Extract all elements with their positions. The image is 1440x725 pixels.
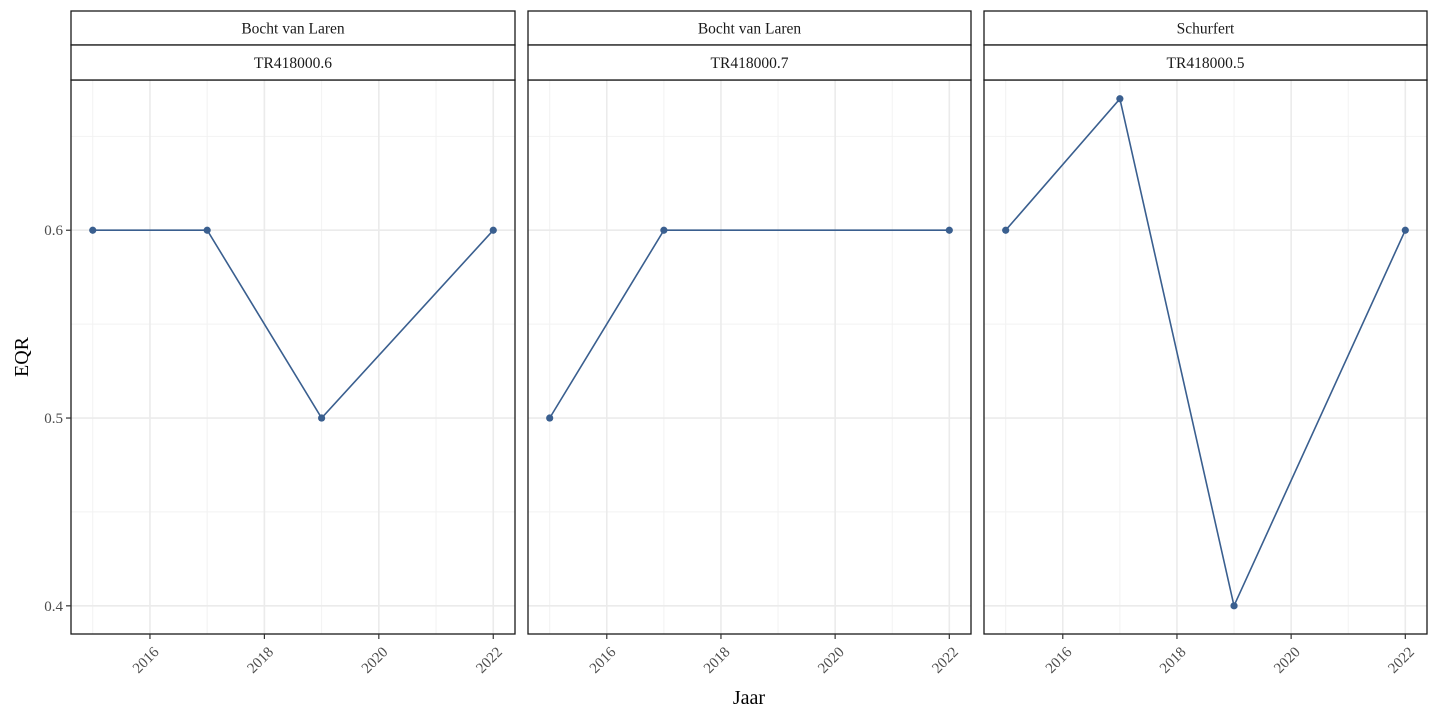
data-point [1116,95,1124,103]
facet-panel-3: Schurfert TR418000.5 2016 2018 2020 2022 [983,10,1428,677]
y-tick-label: 0.6 [44,223,63,239]
facet-panel-1: Bocht van Laren TR418000.6 2016 2018 2020 202… [44,10,516,677]
y-axis-title: EQR [11,336,33,377]
data-point [546,414,554,422]
facet-label-site: Schurfert [1177,21,1235,38]
panel-background [528,80,971,634]
x-tick-label: 2022 [929,644,962,677]
y-tick-label: 0.4 [44,599,63,615]
data-point [1002,226,1010,234]
x-tick-label: 2018 [244,644,277,677]
facet-label-station: TR418000.7 [711,55,789,72]
panel-background [71,80,515,634]
data-point [945,226,953,234]
panel-background [984,80,1427,634]
y-tick-label: 0.5 [44,411,63,427]
x-tick-label: 2016 [1043,644,1076,677]
data-point [203,226,211,234]
x-tick-label: 2018 [1157,644,1190,677]
series-line [92,229,494,420]
x-tick-label: 2022 [1385,644,1418,677]
facet-strip-top [983,10,1428,46]
facet-strip-bottom [527,44,972,81]
facet-panel-2: Bocht van Laren TR418000.7 2016 2018 2020 202… [527,10,972,677]
data-point [660,226,668,234]
x-tick-label: 2020 [359,644,392,677]
facet-label-site: Bocht van Laren [241,21,345,38]
facet-label-station: TR418000.5 [1167,55,1245,72]
x-tick-label: 2022 [473,644,506,677]
x-tick-label: 2020 [815,644,848,677]
x-tick-label: 2016 [130,644,163,677]
data-point [1401,226,1409,234]
x-tick-label: 2016 [587,644,620,677]
data-point [1230,602,1238,610]
data-point [318,414,326,422]
x-tick-label: 2020 [1271,644,1304,677]
facet-strip-top [70,10,516,46]
series-line [1005,97,1407,609]
facet-strip-bottom [983,44,1428,81]
data-point [489,226,497,234]
facet-strip-bottom [70,44,516,81]
facet-strip-top [527,10,972,46]
x-tick-label: 2018 [701,644,734,677]
facet-label-site: Bocht van Laren [698,21,802,38]
facet-label-station: TR418000.6 [254,55,332,72]
data-point [89,226,97,234]
x-axis-title: Jaar [733,687,766,709]
